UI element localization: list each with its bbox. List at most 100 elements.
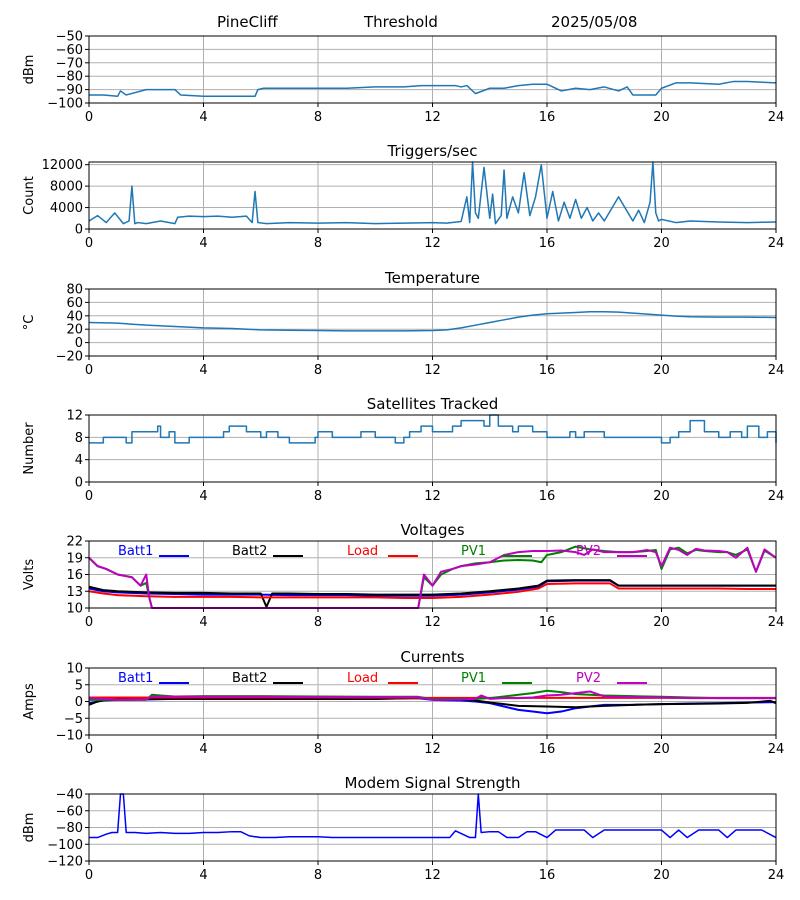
series-line-load (88, 582, 776, 599)
y-tick-label: −60 (56, 804, 83, 819)
series-line-pv2 (88, 690, 776, 701)
x-tick-label: 4 (199, 110, 207, 125)
y-tick-label: 80 (66, 283, 83, 298)
x-tick-label: 0 (85, 236, 93, 251)
x-tick-label: 24 (768, 742, 785, 757)
x-tick-label: 8 (314, 868, 322, 883)
y-axis-label: dBm (22, 813, 37, 843)
chart-modem: Modem Signal Strength 0 4 8 12 16 20 24 −120 −100… (22, 774, 784, 883)
x-tick-label: 0 (85, 489, 93, 504)
y-axis-label: Number (22, 422, 37, 475)
y-tick-label: 0 (75, 336, 83, 351)
y-axis-label: Amps (22, 683, 37, 720)
header-site: PineCliff (217, 13, 278, 31)
series-line-batt2 (88, 697, 777, 709)
y-tick-label: −80 (56, 70, 83, 85)
y-tick-label: −60 (56, 43, 83, 58)
y-axis-label: Volts (22, 559, 37, 591)
y-tick-label: −40 (56, 788, 83, 803)
chart-title: Modem Signal Strength (345, 774, 521, 792)
legend-label: PV1 (461, 671, 486, 686)
x-tick-label: 8 (314, 236, 322, 251)
x-tick-label: 0 (85, 742, 93, 757)
x-tick-label: 16 (539, 363, 556, 378)
legend-label: Batt1 (118, 671, 153, 686)
x-tick-label: 12 (424, 110, 441, 125)
y-tick-label: 10 (66, 662, 83, 677)
y-tick-label: 8 (75, 431, 83, 446)
header-mode: Threshold (363, 13, 438, 31)
header-date: 2025/05/08 (551, 13, 637, 31)
chart-rssi: 0 4 8 12 16 20 24 −100−90−80−70−60−50 dBm (22, 30, 784, 126)
x-tick-label: 20 (653, 615, 670, 630)
y-tick-label: 10 (66, 602, 83, 617)
x-tick-label: 16 (539, 489, 556, 504)
y-tick-label: 5 (75, 678, 83, 693)
x-tick-label: 20 (653, 742, 670, 757)
x-tick-label: 4 (199, 615, 207, 630)
x-tick-label: 20 (653, 236, 670, 251)
chart-currents: Currents Batt1 Batt2 Load PV1 PV2 0 4 8 12 16 20 24 −… (22, 648, 784, 757)
x-tick-label: 8 (314, 615, 322, 630)
x-tick-label: 4 (199, 363, 207, 378)
x-tick-label: 8 (314, 742, 322, 757)
y-tick-label: 22 (66, 535, 83, 550)
series-line-batt2 (88, 579, 776, 608)
series-line (89, 793, 777, 839)
x-tick-label: 0 (85, 615, 93, 630)
y-tick-label: 12000 (42, 158, 83, 173)
x-tick-label: 16 (539, 110, 556, 125)
x-tick-label: 12 (424, 868, 441, 883)
y-tick-label: 40 (66, 309, 83, 324)
x-tick-label: 12 (424, 615, 441, 630)
y-tick-label: −80 (56, 821, 83, 836)
x-tick-label: 12 (424, 742, 441, 757)
x-tick-label: 0 (85, 868, 93, 883)
y-tick-label: −100 (47, 838, 83, 853)
y-tick-label: 20 (66, 323, 83, 338)
series-line-pv2 (88, 546, 777, 609)
y-axis-label: Count (22, 176, 37, 215)
y-tick-label: −90 (56, 83, 83, 98)
series-line (88, 311, 777, 332)
y-tick-label: 0 (75, 223, 83, 238)
y-tick-label: 16 (66, 568, 83, 583)
y-tick-label: 4000 (50, 201, 83, 216)
chart-title: Temperature (384, 269, 480, 287)
x-tick-label: 12 (424, 236, 441, 251)
legend-label: PV2 (576, 671, 601, 686)
x-tick-label: 20 (653, 489, 670, 504)
x-tick-label: 24 (768, 363, 785, 378)
legend-label: PV2 (576, 544, 601, 559)
x-tick-label: 4 (199, 236, 207, 251)
y-tick-label: 19 (66, 551, 83, 566)
y-tick-label: 0 (75, 695, 83, 710)
x-tick-label: 16 (539, 236, 556, 251)
legend-label: Load (347, 544, 378, 559)
x-tick-label: 20 (653, 110, 670, 125)
y-tick-label: −5 (64, 712, 83, 727)
y-tick-label: −50 (56, 30, 83, 45)
x-tick-label: 16 (539, 868, 556, 883)
y-tick-label: 0 (75, 476, 83, 491)
y-tick-label: −20 (56, 350, 83, 365)
x-tick-label: 20 (653, 363, 670, 378)
x-tick-label: 8 (314, 363, 322, 378)
x-tick-label: 12 (424, 489, 441, 504)
x-tick-label: 24 (768, 236, 785, 251)
legend-label: Batt2 (232, 544, 267, 559)
x-tick-label: 24 (768, 110, 785, 125)
x-tick-label: 12 (424, 363, 441, 378)
y-axis-label: dBm (22, 55, 37, 85)
x-tick-label: 20 (653, 868, 670, 883)
chart-title: Satellites Tracked (367, 395, 498, 413)
x-tick-label: 0 (85, 110, 93, 125)
x-tick-label: 8 (314, 489, 322, 504)
chart-triggers: Triggers/sec 0 4 8 12 16 20 24 0 4000 8000 12000 Cou… (22, 142, 784, 251)
series-line (89, 80, 777, 98)
legend-label: Load (347, 671, 378, 686)
series-line (88, 161, 777, 225)
x-tick-label: 24 (768, 615, 785, 630)
chart-title: Currents (400, 648, 464, 666)
